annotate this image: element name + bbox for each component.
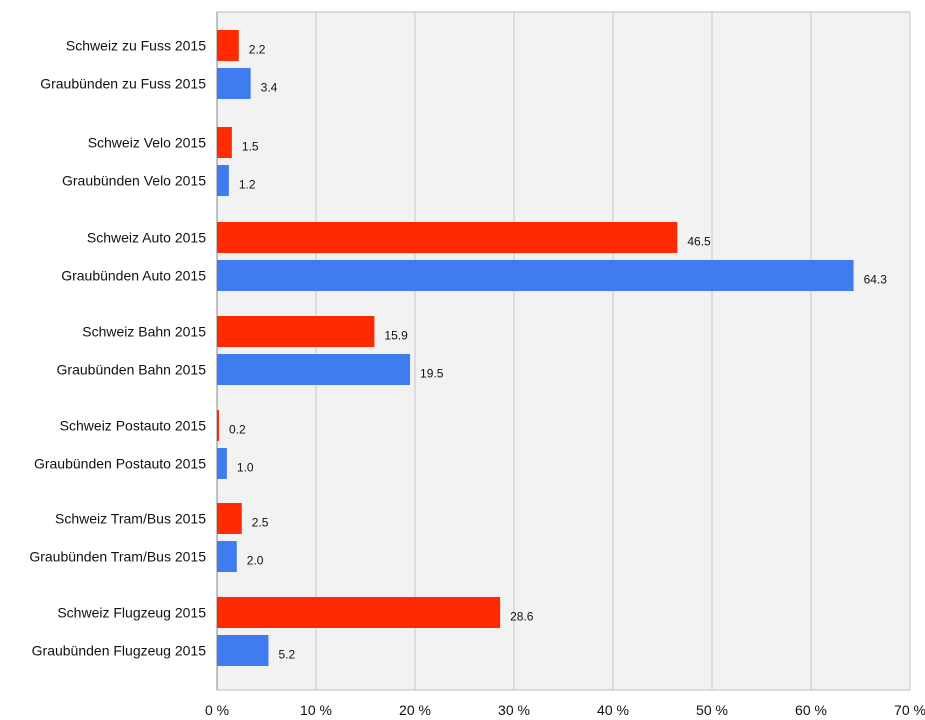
data-label: 2.2 <box>249 43 266 57</box>
x-tick-label: 30 % <box>498 702 530 718</box>
category-labels: Schweiz zu Fuss 2015 Graubünden zu Fuss 2… <box>29 38 206 659</box>
x-axis-ticks: 0 % 10 % 20 % 30 % 40 % 50 % 60 % 70 % <box>205 702 925 718</box>
category-label: Graubünden Velo 2015 <box>62 173 206 189</box>
data-label: 46.5 <box>687 235 711 249</box>
category-label: Graubünden zu Fuss 2015 <box>40 76 206 92</box>
bar-schweiz <box>217 503 242 534</box>
x-tick-label: 20 % <box>399 702 431 718</box>
data-label: 1.0 <box>237 461 254 475</box>
data-label: 15.9 <box>384 329 408 343</box>
value-labels: 2.2 3.4 1.5 1.2 46.5 64.3 15.9 19.5 0.2 1.0 2.5 2.0… <box>229 43 887 662</box>
plot-area <box>216 11 911 691</box>
bar-graubuenden <box>217 68 251 99</box>
data-label: 0.2 <box>229 423 246 437</box>
category-label: Graubünden Flugzeug 2015 <box>32 643 207 659</box>
bar-graubuenden <box>217 260 854 291</box>
category-label: Schweiz Auto 2015 <box>87 230 206 246</box>
data-label: 5.2 <box>278 648 295 662</box>
x-tick-label: 10 % <box>300 702 332 718</box>
x-tick-label: 60 % <box>795 702 827 718</box>
data-label: 1.2 <box>239 178 256 192</box>
category-label: Schweiz Flugzeug 2015 <box>57 605 206 621</box>
category-label: Schweiz Bahn 2015 <box>82 324 206 340</box>
category-label: Schweiz Postauto 2015 <box>60 418 207 434</box>
bar-graubuenden <box>217 635 269 666</box>
category-label: Graubünden Postauto 2015 <box>34 456 206 472</box>
bar-schweiz <box>217 597 501 628</box>
data-label: 3.4 <box>261 81 278 95</box>
bar-graubuenden <box>217 448 227 479</box>
bar-schweiz <box>217 222 678 253</box>
bar-schweiz <box>217 127 232 158</box>
data-label: 19.5 <box>420 367 444 381</box>
bar-graubuenden <box>217 541 237 572</box>
bar-schweiz <box>217 316 375 347</box>
data-label: 28.6 <box>510 610 534 624</box>
x-tick-label: 50 % <box>696 702 728 718</box>
category-label: Graubünden Tram/Bus 2015 <box>29 549 206 565</box>
data-label: 64.3 <box>864 273 888 287</box>
category-label: Schweiz Tram/Bus 2015 <box>55 511 206 527</box>
category-label: Schweiz zu Fuss 2015 <box>66 38 206 54</box>
category-label: Graubünden Bahn 2015 <box>57 362 207 378</box>
data-label: 2.0 <box>247 554 264 568</box>
category-label: Graubünden Auto 2015 <box>61 268 206 284</box>
bar-schweiz <box>217 410 219 441</box>
bar-schweiz <box>217 30 239 61</box>
x-tick-label: 0 % <box>205 702 229 718</box>
bar-graubuenden <box>217 165 229 196</box>
gridlines <box>216 12 911 690</box>
bar-graubuenden <box>217 354 411 385</box>
data-label: 2.5 <box>252 516 269 530</box>
category-label: Schweiz Velo 2015 <box>88 135 207 151</box>
data-label: 1.5 <box>242 140 259 154</box>
bars <box>217 30 854 666</box>
x-tick-label: 40 % <box>597 702 629 718</box>
x-tick-label: 70 % <box>894 702 925 718</box>
